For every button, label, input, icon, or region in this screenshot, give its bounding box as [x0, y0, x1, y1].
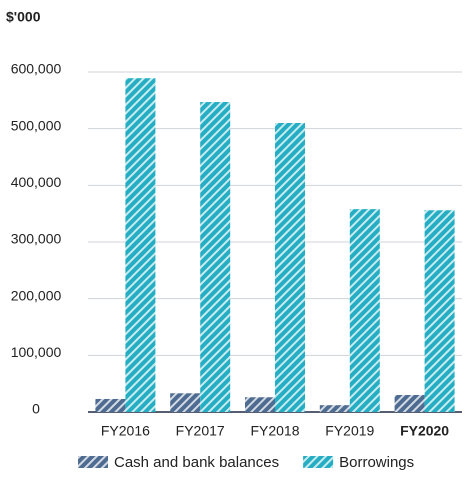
legend-swatch — [303, 456, 334, 468]
bar — [170, 393, 201, 412]
bar — [245, 397, 275, 412]
bar — [125, 78, 156, 412]
x-tick-label: FY2018 — [250, 423, 299, 439]
x-tick-label: FY2019 — [325, 423, 374, 439]
y-tick-label: 0 — [32, 401, 40, 417]
bar — [275, 123, 305, 412]
y-tick-label: 100,000 — [11, 344, 62, 360]
x-tick-label: FY2016 — [101, 423, 150, 439]
bar — [394, 395, 425, 412]
bar — [95, 398, 126, 412]
y-tick-label: 300,000 — [11, 231, 62, 247]
y-tick-label: 200,000 — [11, 287, 62, 303]
y-axis-label: $'000 — [6, 9, 41, 25]
y-tick-label: 600,000 — [11, 61, 62, 77]
legend-swatch — [78, 456, 108, 468]
y-tick-label: 400,000 — [11, 174, 62, 190]
bar — [349, 209, 380, 412]
legend-label: Cash and bank balances — [114, 454, 279, 471]
legend-label: Borrowings — [339, 454, 414, 471]
bar — [319, 405, 350, 412]
y-tick-label: 500,000 — [11, 117, 62, 133]
x-tick-label: FY2017 — [176, 423, 225, 439]
bar — [424, 210, 455, 412]
x-tick-label: FY2020 — [400, 423, 449, 439]
bar — [200, 102, 231, 413]
